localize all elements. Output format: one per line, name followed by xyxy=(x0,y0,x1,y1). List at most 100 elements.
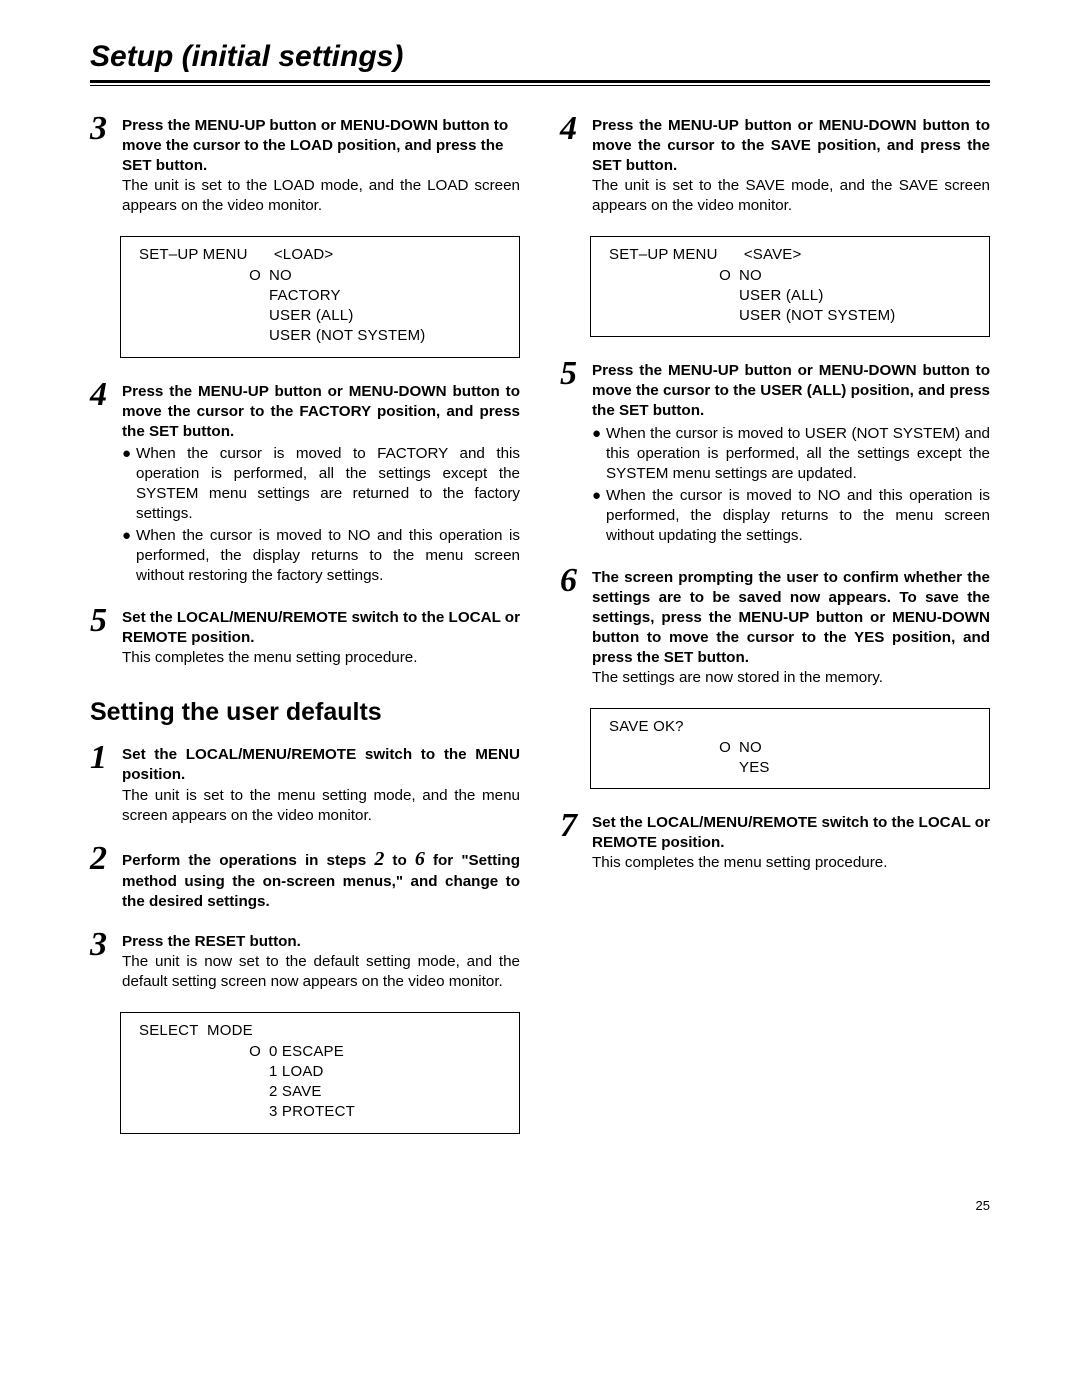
bullet-text: When the cursor is moved to NO and this … xyxy=(136,526,520,586)
text-segment: Perform the operations in steps xyxy=(122,852,374,869)
page-title: Setup (initial settings) xyxy=(90,40,990,74)
step-bold: Perform the operations in steps 2 to 6 f… xyxy=(122,846,520,913)
bullet-item: ●When the cursor is moved to FACTORY and… xyxy=(122,444,520,524)
row-marker xyxy=(139,286,269,306)
left-step-5: 5 Set the LOCAL/MENU/REMOTE switch to th… xyxy=(90,608,520,668)
left-step-3: 3 Press the MENU-UP button or MENU-DOWN … xyxy=(90,116,520,216)
step-body: Perform the operations in steps 2 to 6 f… xyxy=(122,846,520,913)
bullet-item: ●When the cursor is moved to NO and this… xyxy=(122,526,520,586)
row-value: NO xyxy=(739,266,971,286)
screen-row: 2 SAVE xyxy=(139,1082,501,1102)
save-ok-box: SAVE OK? ONO YES xyxy=(590,708,990,789)
row-marker xyxy=(609,286,739,306)
bullet-dot-icon: ● xyxy=(592,486,606,506)
right-column: 4 Press the MENU-UP button or MENU-DOWN … xyxy=(560,116,990,1158)
step-body: Set the LOCAL/MENU/REMOTE switch to the … xyxy=(592,813,990,873)
row-value: USER (ALL) xyxy=(269,306,501,326)
step-body: Press the MENU-UP button or MENU-DOWN bu… xyxy=(122,116,520,216)
screen-row: 1 LOAD xyxy=(139,1062,501,1082)
screen-row: O0 ESCAPE xyxy=(139,1042,501,1062)
step-number: 5 xyxy=(90,604,122,638)
screen-row: YES xyxy=(609,758,971,778)
row-marker: O xyxy=(139,1042,269,1062)
right-step-5: 5 Press the MENU-UP button or MENU-DOWN … xyxy=(560,361,990,548)
select-mode-box: SELECT MODE O0 ESCAPE 1 LOAD 2 SAVE 3 PR… xyxy=(120,1012,520,1133)
bullet-dot-icon: ● xyxy=(122,444,136,464)
right-step-7: 7 Set the LOCAL/MENU/REMOTE switch to th… xyxy=(560,813,990,873)
row-marker: O xyxy=(139,266,269,286)
load-screen-box: SET–UP MENU <LOAD> ONO FACTORY USER (ALL… xyxy=(120,236,520,357)
row-value: 3 PROTECT xyxy=(269,1102,501,1122)
screen-row: ONO xyxy=(609,738,971,758)
page-number: 25 xyxy=(90,1198,990,1213)
bullet-item: ●When the cursor is moved to NO and this… xyxy=(592,486,990,546)
step-number: 4 xyxy=(90,378,122,412)
screen-header: SAVE OK? xyxy=(609,717,971,737)
screen-row: USER (NOT SYSTEM) xyxy=(609,306,971,326)
screen-row: USER (ALL) xyxy=(139,306,501,326)
row-marker xyxy=(609,306,739,326)
step-body: The screen prompting the user to confirm… xyxy=(592,568,990,688)
row-value: NO xyxy=(269,266,501,286)
row-value: USER (ALL) xyxy=(739,286,971,306)
defaults-step-1: 1 Set the LOCAL/MENU/REMOTE switch to th… xyxy=(90,745,520,825)
step-plain: This completes the menu setting procedur… xyxy=(592,853,990,873)
screen-row: ONO xyxy=(609,266,971,286)
right-step-4: 4 Press the MENU-UP button or MENU-DOWN … xyxy=(560,116,990,216)
inline-step-ref: 6 xyxy=(415,848,425,870)
row-marker xyxy=(139,326,269,346)
step-number: 7 xyxy=(560,809,592,843)
bullet-text: When the cursor is moved to USER (NOT SY… xyxy=(606,424,990,484)
row-value: USER (NOT SYSTEM) xyxy=(269,326,501,346)
row-marker xyxy=(609,758,739,778)
right-step-6: 6 The screen prompting the user to confi… xyxy=(560,568,990,688)
step-body: Press the RESET button. The unit is now … xyxy=(122,932,520,992)
step-body: Press the MENU-UP button or MENU-DOWN bu… xyxy=(592,116,990,216)
step-number: 1 xyxy=(90,741,122,775)
content-columns: 3 Press the MENU-UP button or MENU-DOWN … xyxy=(90,116,990,1158)
step-plain: The settings are now stored in the memor… xyxy=(592,668,990,688)
step-plain: The unit is set to the SAVE mode, and th… xyxy=(592,176,990,216)
step-bold: Press the RESET button. xyxy=(122,932,520,952)
step-body: Set the LOCAL/MENU/REMOTE switch to the … xyxy=(122,608,520,668)
row-marker xyxy=(139,1062,269,1082)
row-value: 0 ESCAPE xyxy=(269,1042,501,1062)
bullet-list: ●When the cursor is moved to USER (NOT S… xyxy=(592,424,990,546)
defaults-step-2: 2 Perform the operations in steps 2 to 6… xyxy=(90,846,520,913)
left-column: 3 Press the MENU-UP button or MENU-DOWN … xyxy=(90,116,520,1158)
row-marker xyxy=(139,1082,269,1102)
step-body: Press the MENU-UP button or MENU-DOWN bu… xyxy=(592,361,990,548)
screen-row: ONO xyxy=(139,266,501,286)
bullet-item: ●When the cursor is moved to USER (NOT S… xyxy=(592,424,990,484)
bullet-dot-icon: ● xyxy=(592,424,606,444)
bullet-dot-icon: ● xyxy=(122,526,136,546)
screen-header: SET–UP MENU <SAVE> xyxy=(609,245,971,265)
step-bold: The screen prompting the user to confirm… xyxy=(592,568,990,668)
bullet-text: When the cursor is moved to NO and this … xyxy=(606,486,990,546)
step-bold: Press the MENU-UP button or MENU-DOWN bu… xyxy=(122,117,508,174)
row-marker xyxy=(139,1102,269,1122)
screen-row: 3 PROTECT xyxy=(139,1102,501,1122)
title-rule xyxy=(90,80,990,86)
row-value: USER (NOT SYSTEM) xyxy=(739,306,971,326)
subheading: Setting the user defaults xyxy=(90,698,520,727)
step-bold: Set the LOCAL/MENU/REMOTE switch to the … xyxy=(122,745,520,785)
step-bold: Set the LOCAL/MENU/REMOTE switch to the … xyxy=(592,813,990,853)
left-step-4: 4 Press the MENU-UP button or MENU-DOWN … xyxy=(90,382,520,589)
screen-header: SET–UP MENU <LOAD> xyxy=(139,245,501,265)
step-number: 3 xyxy=(90,112,122,146)
row-value: 2 SAVE xyxy=(269,1082,501,1102)
screen-row: USER (NOT SYSTEM) xyxy=(139,326,501,346)
step-plain: The unit is set to the menu setting mode… xyxy=(122,786,520,826)
row-value: FACTORY xyxy=(269,286,501,306)
bullet-list: ●When the cursor is moved to FACTORY and… xyxy=(122,444,520,586)
defaults-step-3: 3 Press the RESET button. The unit is no… xyxy=(90,932,520,992)
step-body: Set the LOCAL/MENU/REMOTE switch to the … xyxy=(122,745,520,825)
screen-header: SELECT MODE xyxy=(139,1021,501,1041)
bullet-text: When the cursor is moved to FACTORY and … xyxy=(136,444,520,524)
step-number: 3 xyxy=(90,928,122,962)
row-value: YES xyxy=(739,758,971,778)
inline-step-ref: 2 xyxy=(374,848,384,870)
step-plain: The unit is now set to the default setti… xyxy=(122,952,520,992)
step-number: 6 xyxy=(560,564,592,598)
